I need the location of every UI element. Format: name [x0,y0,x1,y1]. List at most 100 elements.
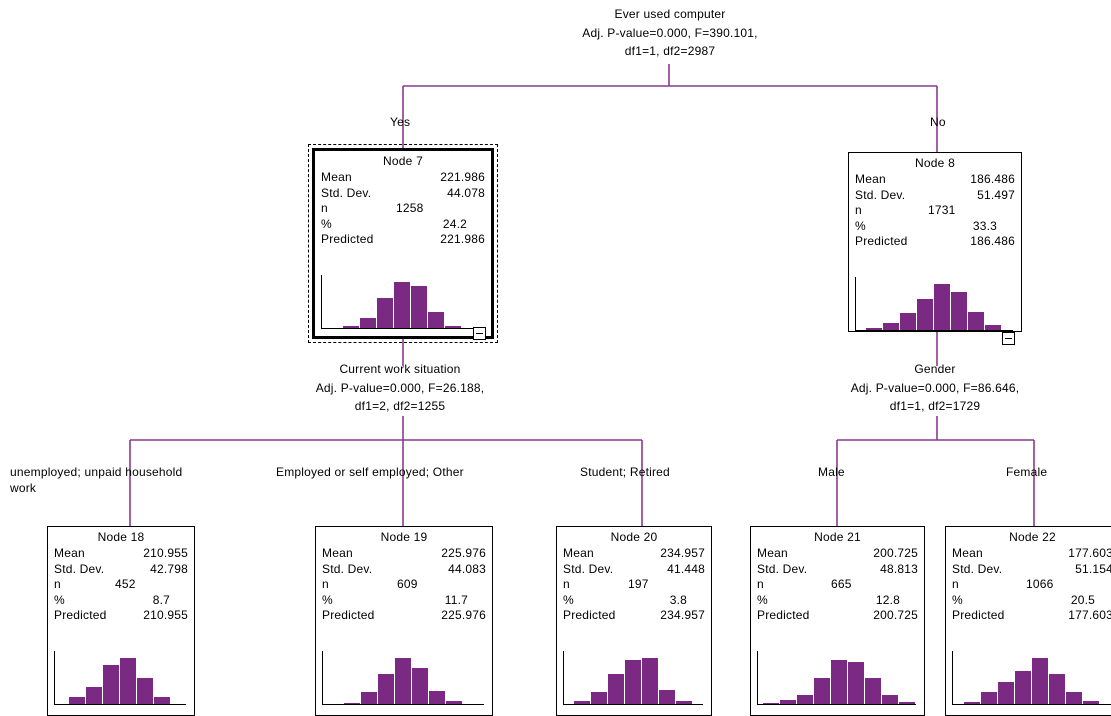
histogram-bar [883,323,899,330]
stat-value-sd: 51.154 [1075,562,1111,578]
stat-value-mean: 225.976 [441,546,486,562]
gender-split-variable: Gender [765,360,1105,379]
stat-row-pct: %20.5 [946,593,1111,609]
stat-value-pred: 186.486 [970,234,1015,250]
stat-label-sd: Std. Dev. [321,186,371,202]
histogram-bar [998,682,1014,704]
stat-label-sd: Std. Dev. [855,188,905,204]
histogram-bar [377,298,393,328]
node-title: Node 22 [946,529,1111,546]
histogram-bar [344,703,360,704]
histogram-bar [676,701,692,704]
histogram-bar [154,697,170,704]
stat-row-sd: Std. Dev.42.798 [48,562,194,578]
stat-row-pct: %11.7 [316,593,492,609]
histogram-bar [899,702,915,704]
histogram-bar [412,668,428,704]
collapse-node-7-button[interactable] [473,327,486,340]
work-split-stats: Adj. P-value=0.000, F=26.188, [230,379,570,398]
stat-label-n: n [321,201,328,217]
histogram-bar [411,286,427,328]
stat-value-sd: 44.083 [448,562,486,578]
work-split-label: Current work situation Adj. P-value=0.00… [230,360,570,416]
histogram-bar [865,678,881,704]
stat-label-pred: Predicted [321,232,374,248]
histogram-bar [445,326,461,328]
histogram-bar [831,660,847,704]
histogram-axis [953,651,1111,705]
stat-value-sd: 42.798 [150,562,188,578]
histogram-bar [763,703,779,704]
histogram-bar [608,674,624,704]
histogram-bar [1066,692,1082,704]
stat-value-pred: 225.976 [441,608,486,624]
stat-value-n: 609 [397,577,418,593]
stat-value-sd: 44.078 [447,186,485,202]
stat-value-pct: 33.3 [973,219,997,235]
stat-row-pred: Predicted 186.486 [849,234,1021,250]
node-histogram [54,651,186,705]
node-histogram [952,651,1111,705]
stat-label-n: n [952,577,959,593]
stat-value-pred: 234.957 [660,608,705,624]
collapse-node-8-button[interactable] [1002,332,1015,345]
stat-value-sd: 48.813 [880,562,918,578]
stat-value-pred: 177.603 [1068,608,1111,624]
stat-label-pred: Predicted [952,608,1005,624]
histogram-bar [428,312,444,328]
stat-label-pct: % [952,593,963,609]
histogram-bar [1049,674,1065,704]
root-split-stats: Adj. P-value=0.000, F=390.101, [500,24,840,43]
stat-row-pct: %12.8 [751,593,924,609]
stat-label-mean: Mean [952,546,983,562]
stat-label-n: n [322,577,329,593]
stat-row-sd: Std. Dev.41.448 [557,562,711,578]
branch-label-unemployed-line1: unemployed; unpaid household [10,464,182,480]
stat-label-pct: % [321,217,332,233]
stat-label-mean: Mean [757,546,788,562]
stat-label-pred: Predicted [855,234,908,250]
stat-row-sd: Std. Dev.48.813 [751,562,924,578]
histogram-bar [360,318,376,328]
stat-row-sd: Std. Dev.51.154 [946,562,1111,578]
stat-label-sd: Std. Dev. [563,562,613,578]
stat-row-sd: Std. Dev.51.497 [849,188,1021,204]
stat-row-mean: Mean 200.725 [751,546,924,562]
root-split-label: Ever used computer Adj. P-value=0.000, F… [500,5,840,61]
root-split-df: df1=1, df2=2987 [500,42,840,61]
branch-label-female: Female [1006,464,1047,480]
histogram-bar [1032,658,1048,704]
stat-value-pred: 210.955 [143,608,188,624]
stat-value-pred: 200.725 [873,608,918,624]
stat-value-n: 1258 [396,201,424,217]
stat-label-sd: Std. Dev. [322,562,372,578]
node-title: Node 7 [315,153,491,170]
stat-value-mean: 200.725 [873,546,918,562]
histogram-bar [1015,671,1031,704]
histogram-bar [780,700,796,704]
stat-label-mean: Mean [855,172,886,188]
node-title: Node 21 [751,529,924,546]
stat-row-sd: Std. Dev. 44.078 [315,186,491,202]
stat-label-n: n [757,577,764,593]
stat-value-n: 452 [115,577,136,593]
stat-value-pct: 3.8 [670,593,687,609]
histogram-bar [591,692,607,704]
stat-value-mean: 221.986 [440,170,485,186]
